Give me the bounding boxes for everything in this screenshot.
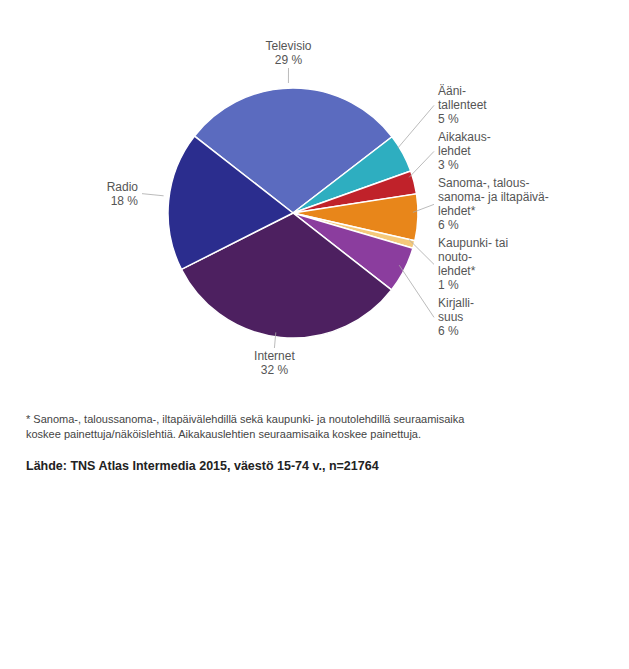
svg-text:3 %: 3 % — [438, 158, 459, 172]
svg-text:Radio: Radio — [107, 180, 139, 194]
svg-text:Kirjalli-: Kirjalli- — [438, 296, 474, 310]
svg-text:Kaupunki- tai: Kaupunki- tai — [438, 236, 508, 250]
svg-text:5 %: 5 % — [438, 112, 459, 126]
svg-text:tallenteet: tallenteet — [438, 98, 487, 112]
svg-text:Internet: Internet — [254, 349, 295, 363]
svg-text:Ääni-: Ääni- — [438, 84, 466, 98]
svg-text:18 %: 18 % — [111, 194, 139, 208]
svg-text:Sanoma-, talous-: Sanoma-, talous- — [438, 176, 529, 190]
svg-text:6 %: 6 % — [438, 218, 459, 232]
svg-text:suus: suus — [438, 310, 463, 324]
svg-text:lehdet*: lehdet* — [438, 264, 476, 278]
svg-text:32 %: 32 % — [261, 363, 289, 377]
svg-text:lehdet*: lehdet* — [438, 204, 476, 218]
svg-text:lehdet: lehdet — [438, 144, 471, 158]
html-text:Lähde: TNS Atlas Intermedia 20: Lähde: TNS Atlas Intermedia 2015, väestö… — [26, 458, 379, 473]
svg-text:29 %: 29 % — [275, 53, 303, 67]
svg-text:Aikakaus-: Aikakaus- — [438, 130, 491, 144]
svg-text:6 %: 6 % — [438, 324, 459, 338]
svg-text:Televisio: Televisio — [265, 39, 311, 53]
svg-text:nоutо-: nоutо- — [438, 250, 472, 264]
html-text:* Sanoma-, taloussanoma-, ilta: * Sanoma-, taloussanoma-, iltapäivälehdi… — [26, 413, 465, 440]
svg-text:1 %: 1 % — [438, 278, 459, 292]
svg-text:sanoma- ja iltapäivä-: sanoma- ja iltapäivä- — [438, 190, 549, 204]
